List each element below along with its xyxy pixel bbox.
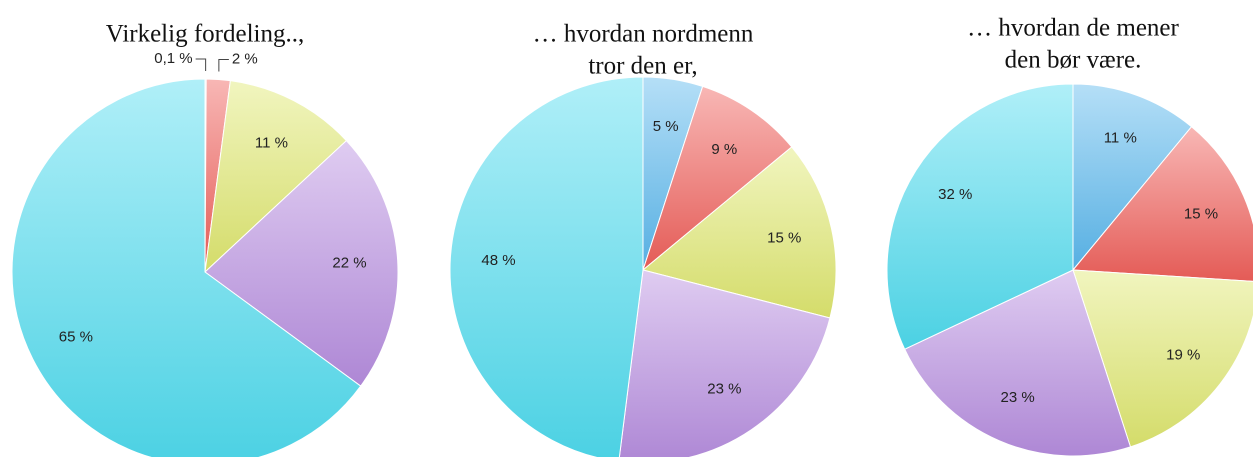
data-label: 0,1 % — [154, 50, 192, 67]
data-label: 22 % — [332, 255, 366, 272]
data-label: 48 % — [481, 252, 515, 269]
pie-slice — [1072, 83, 1193, 272]
data-label: 23 % — [707, 381, 741, 398]
pie-slice — [618, 269, 831, 457]
data-label: 32 % — [938, 186, 972, 203]
data-label: 15 % — [767, 229, 801, 246]
pie-slice — [641, 146, 837, 319]
chart-title: Virkelig fordeling.., — [106, 21, 304, 48]
pie-slice — [204, 139, 399, 387]
pie-slice — [1072, 269, 1253, 448]
chart-title: … hvordan nordmenn — [533, 21, 754, 48]
pie-slice — [641, 85, 793, 272]
data-label: 2 % — [232, 50, 258, 67]
data-label: 11 % — [255, 134, 288, 151]
chart-title: den bør være. — [1005, 47, 1142, 74]
pie-slice — [1071, 125, 1253, 282]
data-label: 9 % — [711, 141, 737, 158]
pie-slice — [11, 78, 362, 457]
leader-line — [218, 58, 229, 72]
data-label: 11 % — [1104, 130, 1137, 147]
data-label: 15 % — [1184, 206, 1218, 223]
data-label: 65 % — [59, 328, 93, 345]
chart-title: … hvordan de mener — [967, 15, 1179, 42]
data-label: 23 % — [1000, 389, 1034, 406]
pie-slice — [904, 269, 1132, 457]
pie-slice — [449, 76, 644, 457]
pie-slice — [204, 80, 348, 274]
data-label: 5 % — [653, 118, 679, 135]
pie-slice — [886, 83, 1074, 350]
leader-line — [195, 58, 207, 72]
data-label: 19 % — [1166, 346, 1200, 363]
chart-title: tror den er, — [588, 53, 697, 80]
